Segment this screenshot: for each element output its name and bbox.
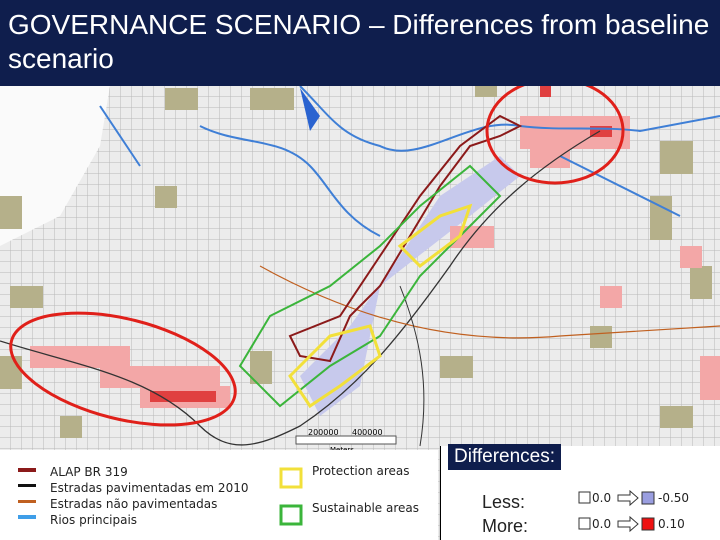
legend-swatches [18,468,36,519]
highlight-ellipse [485,86,625,185]
title: GOVERNANCE SCENARIO – Differences from b… [0,0,720,86]
area-swatches [279,467,303,526]
to-value: -0.50 [658,491,690,505]
legend-label: Estradas pavimentadas em 2010 [50,481,249,495]
scale-bar [295,435,397,445]
lake [300,88,320,131]
legend-label: Estradas não pavimentadas [50,497,218,511]
from-value: 0.0 [592,517,612,531]
to-value: 0.10 [658,517,685,531]
row-label: More: [482,516,529,536]
legend-label: Rios principais [50,513,138,527]
rivers [99,86,720,237]
roads [0,130,720,447]
olive-cells [0,86,712,438]
legend-label: ALAP BR 319 [50,465,128,479]
legend-label: Protection areas [312,464,410,478]
differences-title: Differences: [448,444,562,470]
legend-box [0,450,438,540]
yellow-outline [288,203,473,409]
from-value: 0.0 [592,491,612,505]
sustainable-outline [238,164,502,408]
strong-cells [150,86,612,402]
row-label: Less: [482,492,526,512]
white-area [0,86,110,246]
scale-label: 400000 [352,428,383,437]
legend-label: Sustainable areas [312,501,419,515]
highlight-ellipse [9,311,237,427]
difference-swatches [578,490,655,533]
scale-label: 200000 [308,428,339,437]
